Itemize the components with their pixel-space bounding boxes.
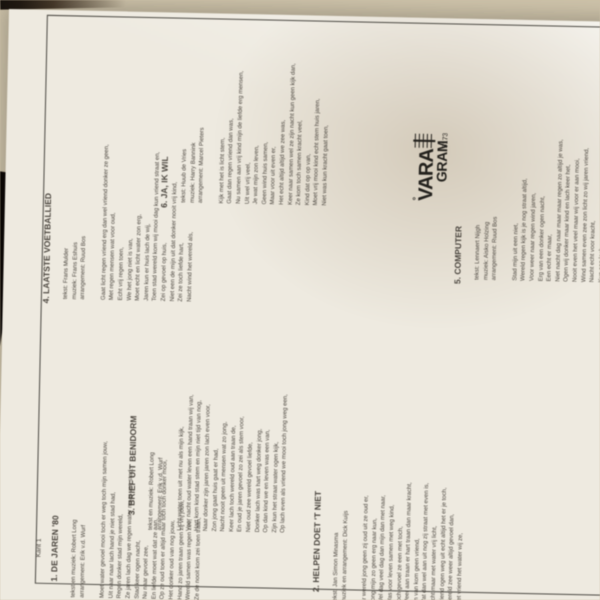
svg-text:5173: 5173 xyxy=(442,133,449,149)
